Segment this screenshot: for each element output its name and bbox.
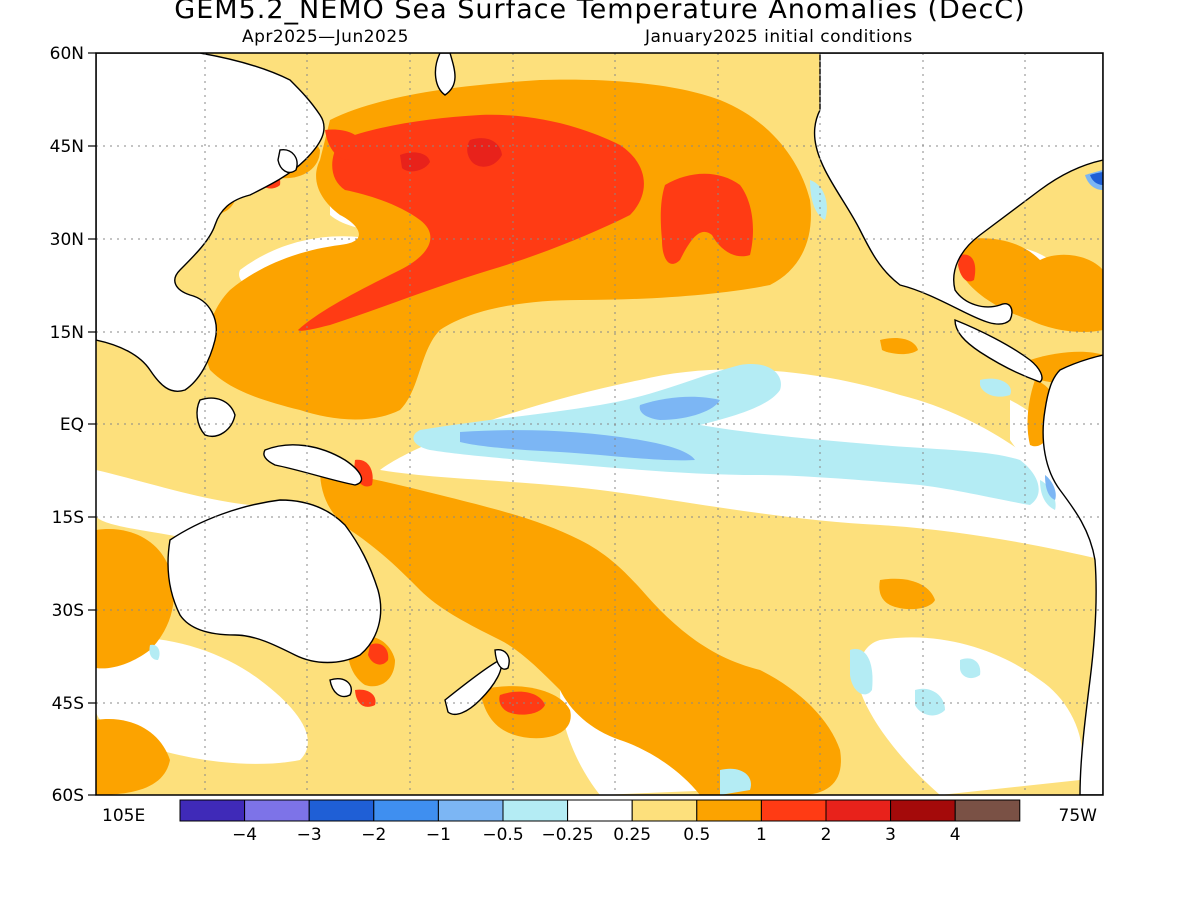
- colorbar-label: −2: [361, 825, 386, 845]
- colorbar-box: [760, 799, 827, 822]
- lat-ticks: [88, 52, 96, 796]
- lat-label: 15N: [50, 323, 84, 343]
- colorbar-label: 0.25: [613, 825, 651, 845]
- land-masses: [96, 53, 1103, 795]
- lat-label: 30S: [52, 601, 84, 621]
- lat-label: 60N: [50, 44, 84, 64]
- strong-cool-region: [1090, 172, 1103, 185]
- colorbar-label: 0.5: [683, 825, 710, 845]
- colorbar-box: [437, 799, 504, 822]
- new-guinea: [263, 444, 363, 486]
- very-strong-warm-regions: [400, 138, 502, 172]
- initial-conditions: January2025 initial conditions: [645, 27, 913, 47]
- weak-cool-regions: [149, 180, 1056, 795]
- new-zealand-south-island: [444, 659, 502, 716]
- colorbar: [179, 799, 1021, 822]
- colorbar-box: [308, 799, 375, 822]
- lat-label: 45S: [52, 694, 84, 714]
- lat-label: 15S: [52, 508, 84, 528]
- kamchatka: [434, 53, 456, 96]
- anomaly-field: [96, 53, 1103, 795]
- australia-landmass: [167, 499, 382, 664]
- asia-landmass: [96, 53, 325, 392]
- colorbar-box: [825, 799, 892, 822]
- lat-label: EQ: [60, 415, 84, 435]
- colorbar-label: −3: [297, 825, 322, 845]
- colorbar-label: −1: [426, 825, 451, 845]
- lat-labels: 60N 45N 30N 15N EQ 15S 30S 45S 60S: [50, 44, 84, 806]
- colorbar-box: [179, 799, 246, 822]
- central-america: [954, 318, 1043, 383]
- tasmania: [329, 678, 352, 698]
- lat-label: 45N: [50, 137, 84, 157]
- colorbar-label: 4: [950, 825, 961, 845]
- lon-label-west: 105E: [102, 806, 145, 826]
- colorbar-label: −0.5: [482, 825, 523, 845]
- forecast-period: Apr2025—Jun2025: [242, 27, 409, 47]
- colorbar-box: [890, 799, 956, 822]
- graticule: [96, 53, 1103, 795]
- colorbar-label: 3: [885, 825, 896, 845]
- south-america-landmass: [1042, 354, 1103, 795]
- colorbar-label: −0.25: [542, 825, 594, 845]
- colorbar-label: 1: [756, 825, 767, 845]
- colorbar-labels: −4 −3 −2 −1 −0.5 −0.25 0.25 0.5 1 2 3 4: [232, 825, 961, 845]
- colorbar-box: [502, 799, 569, 822]
- colorbar-label: −4: [232, 825, 257, 845]
- colorbar-box: [244, 799, 310, 822]
- lon-label-east: 75W: [1059, 806, 1098, 826]
- colorbar-box: [567, 799, 633, 822]
- lat-label: 60S: [52, 786, 84, 806]
- north-america-landmass: [813, 53, 1103, 325]
- colorbar-label: 2: [821, 825, 832, 845]
- new-zealand-north-island: [494, 649, 510, 670]
- lat-label: 30N: [50, 230, 84, 250]
- borneo: [196, 397, 236, 437]
- map-title: GEM5.2_NEMO Sea Surface Temperature Anom…: [174, 0, 1026, 25]
- colorbar-box: [696, 799, 762, 822]
- colorbar-box: [373, 799, 439, 822]
- colorbar-box: [954, 799, 1021, 822]
- colorbar-box: [631, 799, 698, 822]
- japan-honshu: [277, 149, 298, 174]
